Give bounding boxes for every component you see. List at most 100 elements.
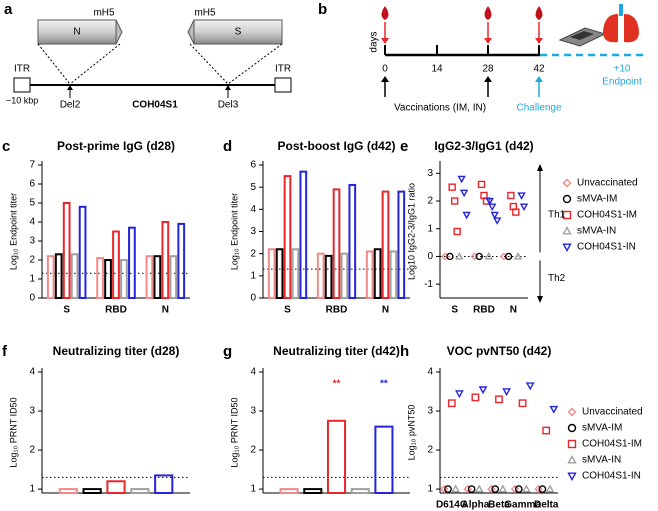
point xyxy=(502,388,512,397)
bar xyxy=(291,248,300,300)
bar xyxy=(332,188,341,299)
point xyxy=(484,251,493,260)
chart-title: VOC pvNT50 (d42) xyxy=(447,344,552,358)
point xyxy=(478,386,488,395)
x-tick-label: S xyxy=(451,305,458,316)
bar xyxy=(154,474,174,495)
annotation: Th2 xyxy=(548,273,566,284)
point xyxy=(538,485,547,493)
point xyxy=(450,197,459,205)
panel-letter: d xyxy=(223,138,232,155)
bar xyxy=(106,480,126,494)
y-tick-label: 2 xyxy=(250,248,256,259)
x-tick-label: S xyxy=(63,305,70,316)
bar xyxy=(161,221,170,299)
bar xyxy=(397,190,406,300)
legend-label: sMVA-IM xyxy=(577,194,617,205)
x-tick-label: Gamma xyxy=(504,500,541,511)
gene-label: S xyxy=(235,27,242,38)
itr-box xyxy=(13,77,31,93)
point xyxy=(510,484,520,494)
point xyxy=(467,485,476,493)
legend-marker xyxy=(567,407,577,417)
blood-arrows xyxy=(384,22,540,40)
trachea xyxy=(619,4,623,16)
y-tick-label: 2 xyxy=(427,445,433,456)
point xyxy=(447,399,456,408)
point xyxy=(455,390,464,399)
blood-drop xyxy=(535,6,543,20)
y-tick-label: 3 xyxy=(427,406,433,417)
y-tick-label: 3 xyxy=(29,236,35,247)
bar xyxy=(340,252,349,300)
y-tick-label: 3 xyxy=(250,406,256,417)
point xyxy=(487,484,496,494)
point xyxy=(493,217,502,225)
itr-label: ITR xyxy=(14,64,30,75)
chart-title: Post-prime IgG (d28) xyxy=(57,139,175,153)
point xyxy=(471,393,480,402)
bar xyxy=(62,202,71,299)
bar xyxy=(374,425,394,495)
y-tick-label: 7 xyxy=(29,160,35,171)
y-tick-label: 4 xyxy=(29,217,35,228)
legend-label: COH04S1-IN xyxy=(577,242,636,253)
y-axis-label: Log10 IgG2-3/IgG1 ratio xyxy=(406,183,416,280)
point xyxy=(522,484,531,493)
x-tick-label: N xyxy=(382,305,389,316)
panel-letter: f xyxy=(2,343,8,360)
lung-icon xyxy=(603,4,639,43)
legend-marker xyxy=(562,226,572,235)
bar xyxy=(120,259,128,299)
x-tick-label: S xyxy=(284,305,291,316)
bar xyxy=(275,248,284,300)
legend-marker xyxy=(562,178,572,188)
panel-letter: e xyxy=(400,138,408,155)
legend-marker xyxy=(567,439,577,449)
insert-arrow xyxy=(187,19,195,45)
guide-line xyxy=(227,43,283,85)
arrow-head xyxy=(484,76,492,82)
legend-label: sMVA-IN xyxy=(577,226,616,237)
lung xyxy=(603,14,618,43)
y-tick-label: 1 xyxy=(250,270,256,281)
day-label: +10 xyxy=(614,64,631,75)
legend-label: Unvaccinated xyxy=(582,407,643,418)
del-arrow xyxy=(225,85,231,90)
y-axis-label: Log₁₀ PRNT ID50 xyxy=(8,397,18,467)
legend-marker xyxy=(562,243,572,252)
point xyxy=(525,382,535,391)
legend-marker xyxy=(567,455,577,464)
point xyxy=(475,252,483,261)
point xyxy=(542,426,551,435)
legend-marker xyxy=(567,472,577,481)
point xyxy=(504,252,513,261)
del-label: Del3 xyxy=(218,100,239,111)
point xyxy=(457,175,466,184)
legend-label: sMVA-IN xyxy=(582,455,621,466)
y-tick-label: 6 xyxy=(250,160,256,171)
y-axis-label: Log₁₀ PRNT ID50 xyxy=(229,397,239,467)
nebulizer-icon xyxy=(558,27,607,47)
x-tick-label: D614G xyxy=(436,500,468,511)
bar xyxy=(299,170,308,299)
arrow-head xyxy=(535,38,543,44)
panel-letter: b xyxy=(318,1,327,18)
y-tick-label: 4 xyxy=(250,367,256,378)
bar xyxy=(373,248,382,300)
bar xyxy=(267,248,276,300)
y-tick-label: 0 xyxy=(427,251,433,262)
point xyxy=(451,484,460,493)
point xyxy=(545,484,555,493)
point xyxy=(513,251,523,260)
point xyxy=(517,192,526,200)
point xyxy=(490,211,499,220)
day-label: 14 xyxy=(431,64,443,75)
del-arrow xyxy=(67,85,73,90)
y-tick-label: 3 xyxy=(250,226,256,237)
point xyxy=(514,485,523,493)
arrow-head xyxy=(381,38,389,44)
y-tick-label: 4 xyxy=(250,204,256,215)
bar xyxy=(112,230,120,299)
